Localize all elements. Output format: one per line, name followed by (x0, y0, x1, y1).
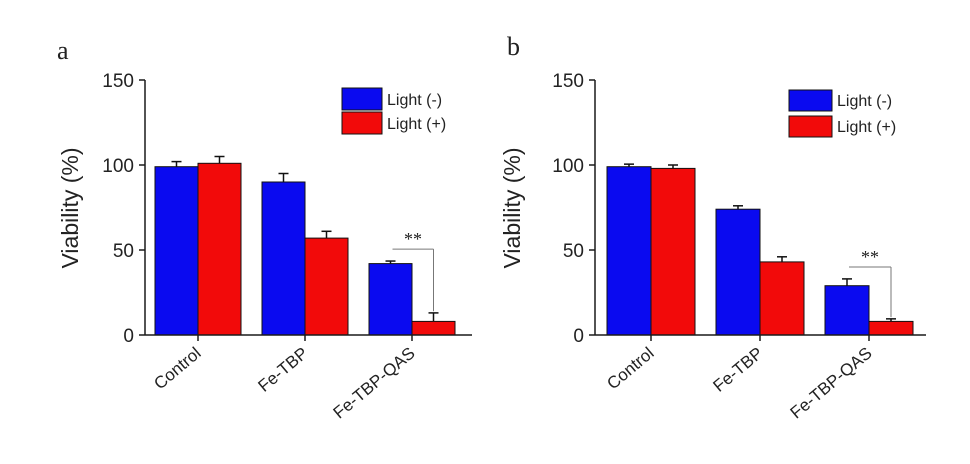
panel-b: b Control Fe-TBP Fe-TBP-QAS 0 50 100 150 Viabil… (499, 32, 926, 422)
legend-label: Light (-) (387, 92, 442, 109)
legend-label: Light (+) (837, 119, 896, 136)
significance-label: ** (404, 229, 422, 249)
panel-a: a Control Fe-TBP Fe-TBP-QAS 0 50 100 150 Viabil… (57, 36, 472, 422)
x-tick-label: Control (150, 344, 204, 394)
x-tick-label: Fe-TBP-QAS (787, 344, 876, 423)
y-tick-label: 100 (552, 156, 584, 177)
bar (606, 166, 652, 336)
bar (197, 162, 242, 336)
bar (154, 166, 199, 336)
legend-swatch (341, 111, 383, 135)
y-axis-title: Viability (%) (57, 148, 83, 269)
significance-label: ** (861, 247, 879, 267)
legend-label: Light (+) (387, 116, 446, 133)
legend-swatch (788, 115, 833, 138)
y-tick-label: 50 (113, 241, 134, 262)
bar (261, 181, 306, 336)
y-tick-label: 0 (573, 326, 584, 347)
bar (759, 261, 805, 336)
bar (868, 320, 914, 336)
panel-b-letter: b (507, 32, 520, 61)
panel-a-letter: a (57, 36, 69, 65)
y-tick-label: 100 (102, 156, 134, 177)
bar (650, 167, 696, 336)
x-tick-label: Control (603, 344, 657, 394)
bar (304, 237, 349, 336)
bar (824, 285, 870, 336)
y-tick-label: 150 (552, 71, 584, 92)
chart-a-plot: Control Fe-TBP Fe-TBP-QAS 0 50 100 150 Viabilit… (57, 71, 472, 422)
y-tick-label: 50 (563, 241, 584, 262)
x-tick-label: Fe-TBP (254, 344, 311, 396)
x-tick-label: Fe-TBP-QAS (330, 344, 419, 423)
legend-swatch (341, 87, 383, 111)
chart-b-plot: Control Fe-TBP Fe-TBP-QAS 0 50 100 150 Viabilit… (499, 71, 926, 422)
y-tick-label: 0 (123, 326, 134, 347)
legend-swatch (788, 89, 833, 112)
x-tick-label: Fe-TBP (709, 344, 766, 396)
bar (715, 208, 761, 336)
y-tick-label: 150 (102, 71, 134, 92)
bar (368, 263, 413, 336)
y-axis-title: Viability (%) (499, 148, 525, 269)
legend-label: Light (-) (837, 93, 892, 110)
bar (411, 320, 456, 336)
